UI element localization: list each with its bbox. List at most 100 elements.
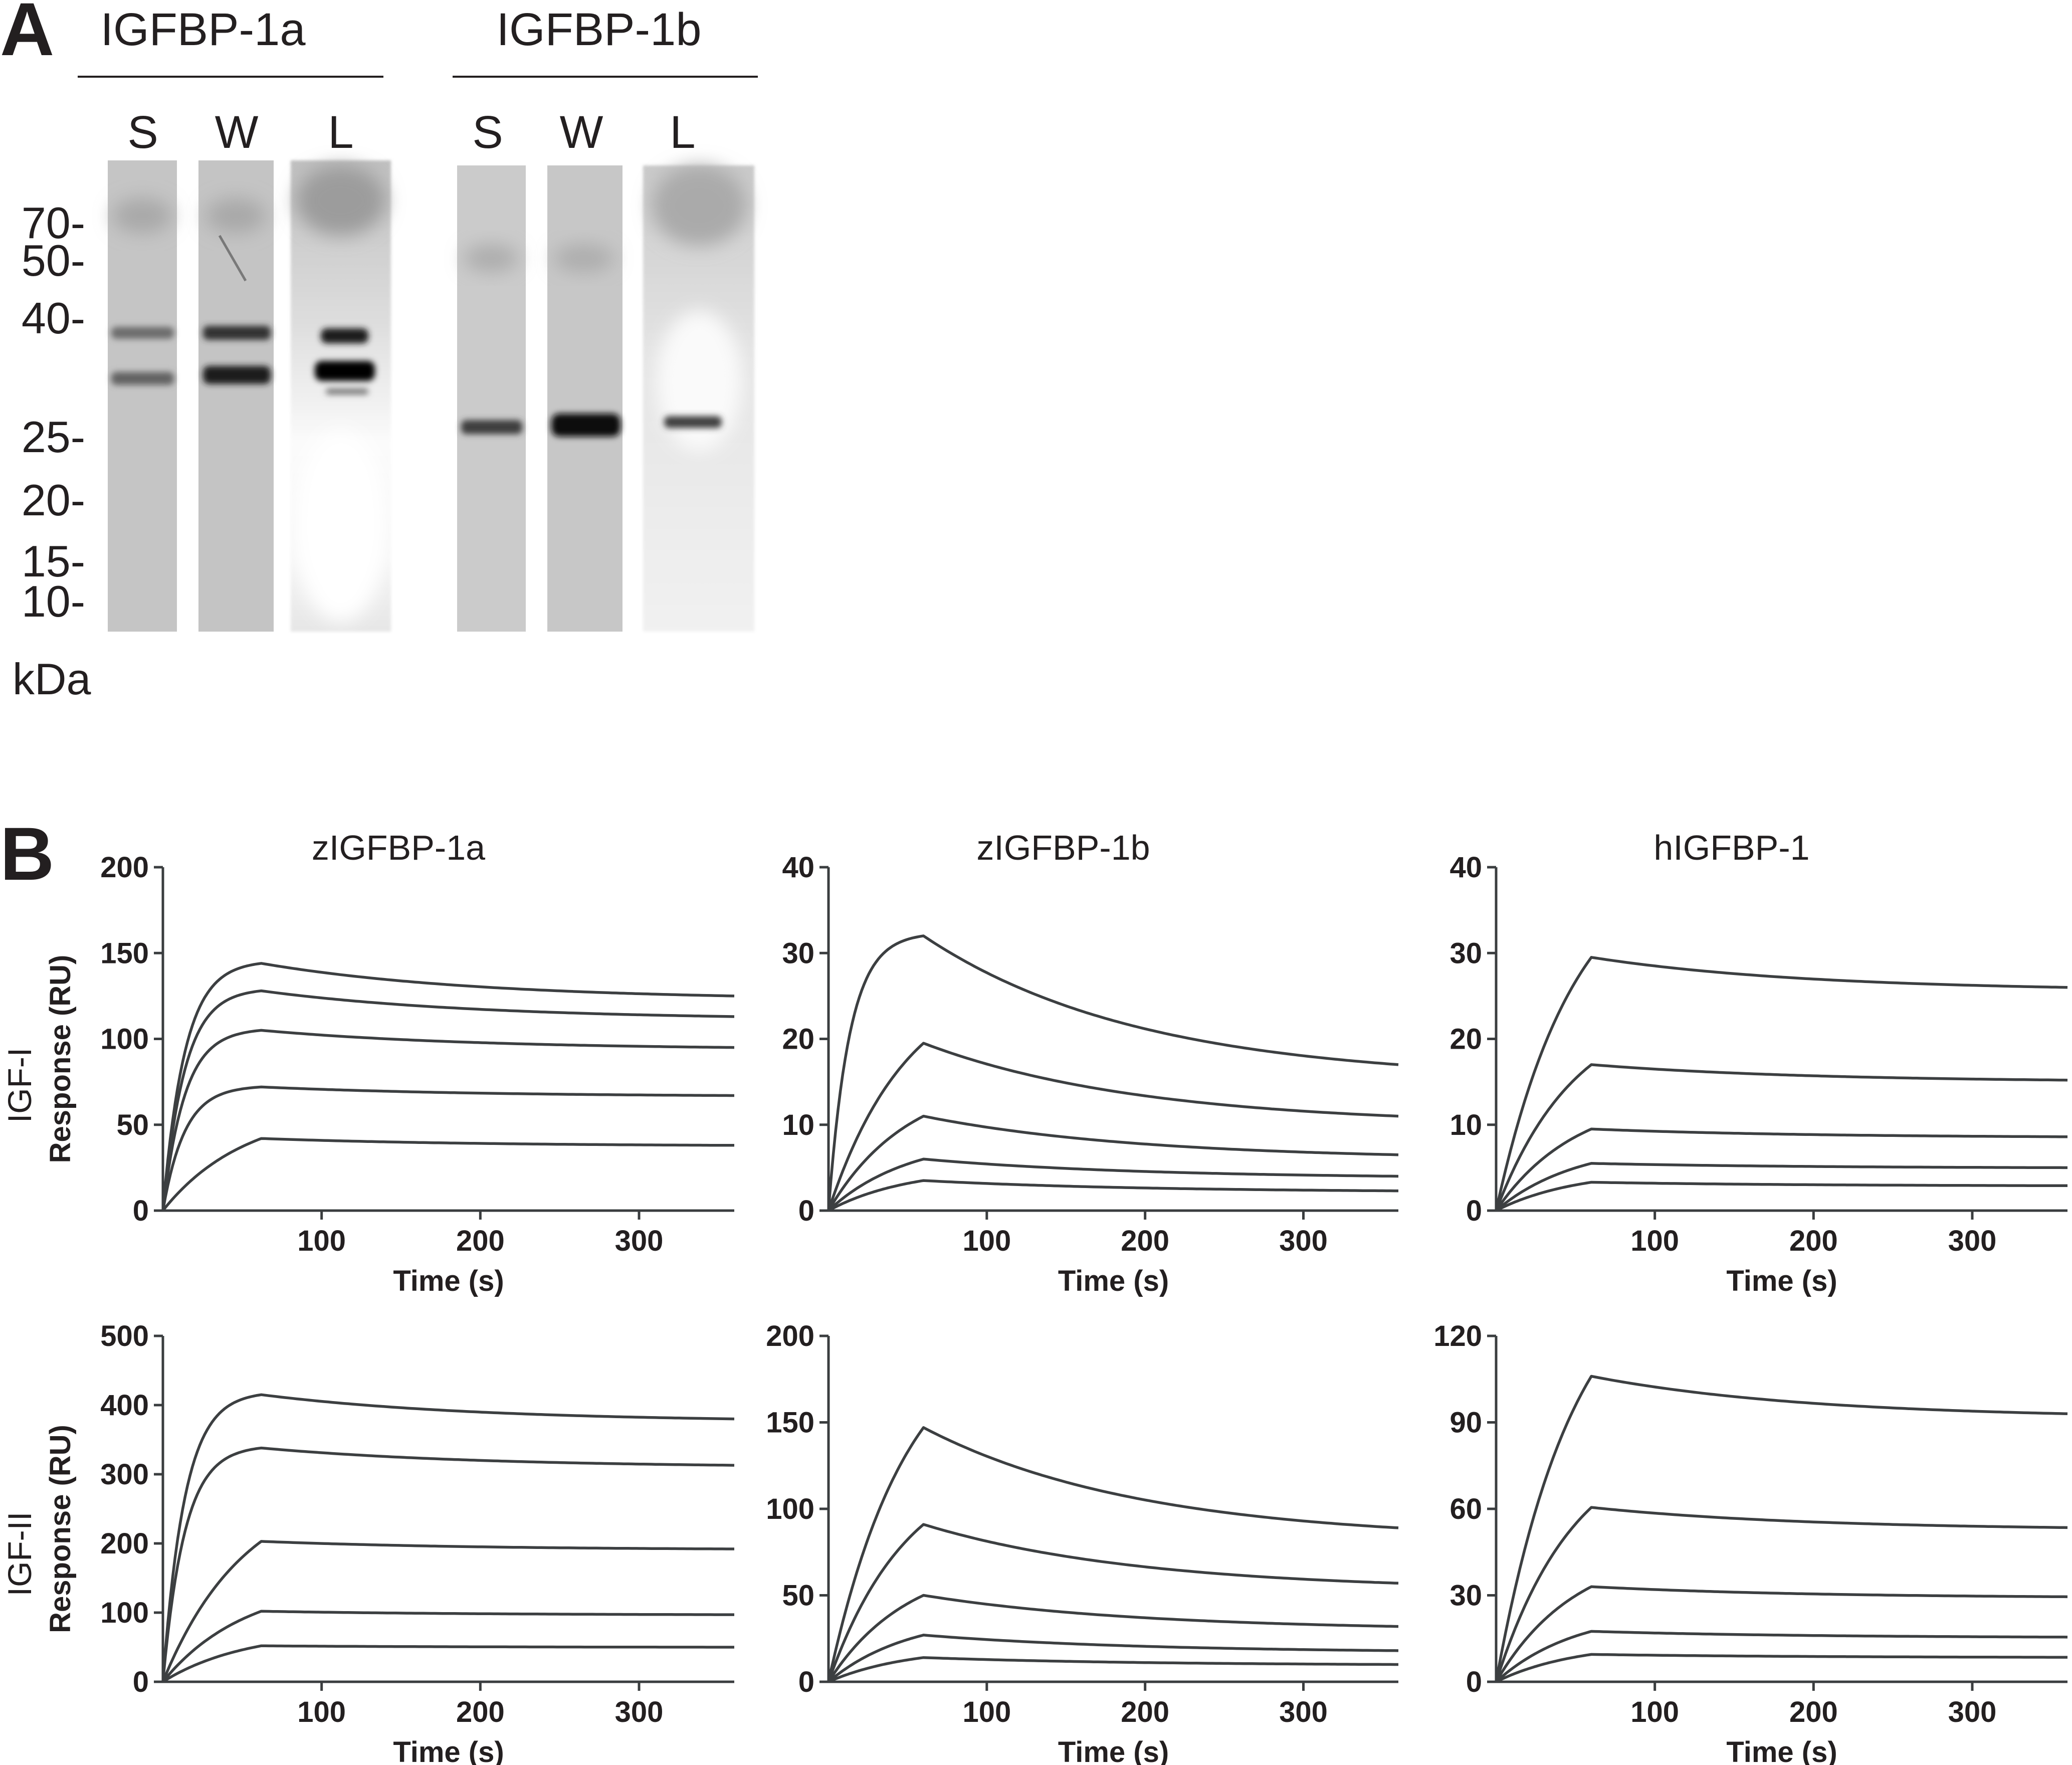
x-tick-label: 100	[962, 1225, 1011, 1257]
blot-lane	[547, 165, 623, 632]
x-tick-label: 100	[1630, 1225, 1679, 1257]
mw-unit-label: kDa	[13, 654, 91, 704]
sensorgram-igf-ii-higfbp-1: 0 30 60 90 120 100 200 300 Time (s)	[1433, 1320, 2068, 1765]
sensorgram-curve	[161, 962, 735, 1211]
x-tick-label: 300	[1279, 1225, 1328, 1257]
lane-label: W	[560, 107, 603, 158]
panel-letter-a: A	[0, 0, 54, 71]
x-tick-label: 200	[1789, 1225, 1838, 1257]
y-tick-label: 500	[100, 1320, 149, 1352]
sensorgram-curve	[827, 1594, 1399, 1683]
blot-scratch	[218, 235, 247, 282]
y-tick-label: 90	[1449, 1407, 1482, 1439]
sensorgram-curve	[161, 1610, 734, 1683]
blot-smear	[112, 198, 172, 233]
row-label-igf-ii: IGF-II	[1, 1512, 38, 1597]
sensorgram-curve	[161, 1029, 735, 1211]
sensorgram-igf-ii-zigfbp-1b: 0 50 100 150 200 100 200 300 Time (s)	[766, 1320, 1399, 1765]
blot-lane	[198, 160, 274, 632]
y-axis-label: Response (RU)	[44, 1425, 77, 1633]
mw-marker: 25-	[22, 412, 85, 462]
mw-marker: 50-	[22, 236, 85, 285]
y-tick-label: 60	[1449, 1493, 1482, 1525]
sensorgram-curve	[1495, 1181, 2067, 1212]
blot-smear	[205, 198, 266, 233]
y-axis-label: Response (RU)	[44, 955, 77, 1163]
sensorgram-curve	[1495, 956, 2068, 1211]
panel-letter-b: B	[0, 812, 54, 896]
x-tick-label: 200	[1121, 1696, 1169, 1728]
y-tick-label: 20	[1449, 1023, 1482, 1056]
x-axis-label: Time (s)	[1726, 1265, 1837, 1297]
blot-smear	[293, 431, 388, 622]
lane-label: S	[472, 107, 503, 158]
x-axis-label: Time (s)	[1726, 1736, 1837, 1765]
sensorgram-curve	[1495, 1630, 2068, 1683]
blot-smear	[554, 244, 614, 272]
blot-band	[326, 388, 368, 395]
sensorgram-curve	[1495, 1653, 2067, 1683]
blot-smear	[296, 165, 386, 236]
blot-lane	[457, 165, 526, 632]
y-tick-label: 150	[766, 1407, 814, 1439]
y-tick-label: 0	[798, 1666, 814, 1698]
blot-band	[315, 361, 375, 381]
x-tick-label: 200	[1789, 1696, 1838, 1728]
y-tick-label: 100	[100, 1023, 149, 1056]
y-tick-label: 10	[1449, 1109, 1482, 1141]
sensorgram-curve	[161, 1137, 734, 1212]
y-tick-label: 150	[100, 937, 149, 969]
y-tick-label: 30	[1449, 1580, 1482, 1612]
lane-label: S	[127, 107, 158, 158]
chart-title: zIGFBP-1b	[976, 828, 1150, 867]
y-tick-label: 30	[782, 937, 814, 969]
y-tick-label: 300	[100, 1458, 149, 1491]
sensorgram-curve	[827, 934, 1399, 1211]
lane-label: W	[215, 107, 259, 158]
blot-smear	[652, 165, 747, 246]
chart-title: zIGFBP-1a	[312, 828, 485, 867]
y-tick-label: 50	[116, 1109, 149, 1141]
blot-band	[111, 372, 174, 385]
x-tick-label: 300	[1279, 1696, 1328, 1728]
x-tick-label: 100	[297, 1225, 346, 1257]
blot-band	[203, 366, 271, 384]
sensorgram-curve	[1495, 1585, 2068, 1683]
mw-marker: 40-	[22, 293, 85, 343]
x-axis-label: Time (s)	[393, 1736, 504, 1765]
x-tick-label: 200	[456, 1696, 505, 1728]
blot-band	[461, 420, 522, 434]
blot-band	[664, 416, 722, 428]
x-axis-label: Time (s)	[1058, 1265, 1169, 1297]
y-tick-label: 200	[766, 1320, 814, 1352]
mw-marker: 70-	[22, 198, 85, 248]
sensorgram-curve	[827, 1114, 1399, 1212]
y-tick-label: 30	[1449, 937, 1482, 969]
blot-band	[203, 326, 271, 340]
sensorgram-curve	[161, 1085, 734, 1211]
sensorgram-curve	[1495, 1375, 2068, 1682]
y-tick-label: 0	[133, 1195, 149, 1227]
sensorgram-curve	[161, 1446, 735, 1682]
sensorgram-curve	[1495, 1162, 2067, 1212]
sensorgram-curve	[1495, 1127, 2067, 1212]
x-axis-label: Time (s)	[1058, 1736, 1169, 1765]
sensorgram-curve	[827, 1179, 1398, 1212]
sensorgram-curve	[827, 1042, 1399, 1211]
blot-title-igfbp1a: IGFBP-1a	[100, 4, 306, 55]
chart-title: hIGFBP-1	[1653, 828, 1809, 867]
lane-label: L	[328, 107, 353, 158]
x-tick-label: 300	[615, 1696, 664, 1728]
sensorgram-curve	[827, 1634, 1399, 1683]
x-axis-label: Time (s)	[393, 1265, 504, 1297]
y-tick-label: 50	[782, 1580, 814, 1612]
y-tick-label: 200	[100, 1527, 149, 1560]
blot-band	[551, 414, 620, 437]
y-tick-label: 0	[798, 1195, 814, 1227]
blot-lane	[108, 160, 177, 632]
y-tick-label: 200	[100, 851, 149, 884]
blot-band	[321, 328, 368, 343]
sensorgram-igf-i-zigfbp-1a: 0 50 100 150 200 100 200 300 zIGFBP-1a Time (s) Re…	[44, 828, 735, 1297]
